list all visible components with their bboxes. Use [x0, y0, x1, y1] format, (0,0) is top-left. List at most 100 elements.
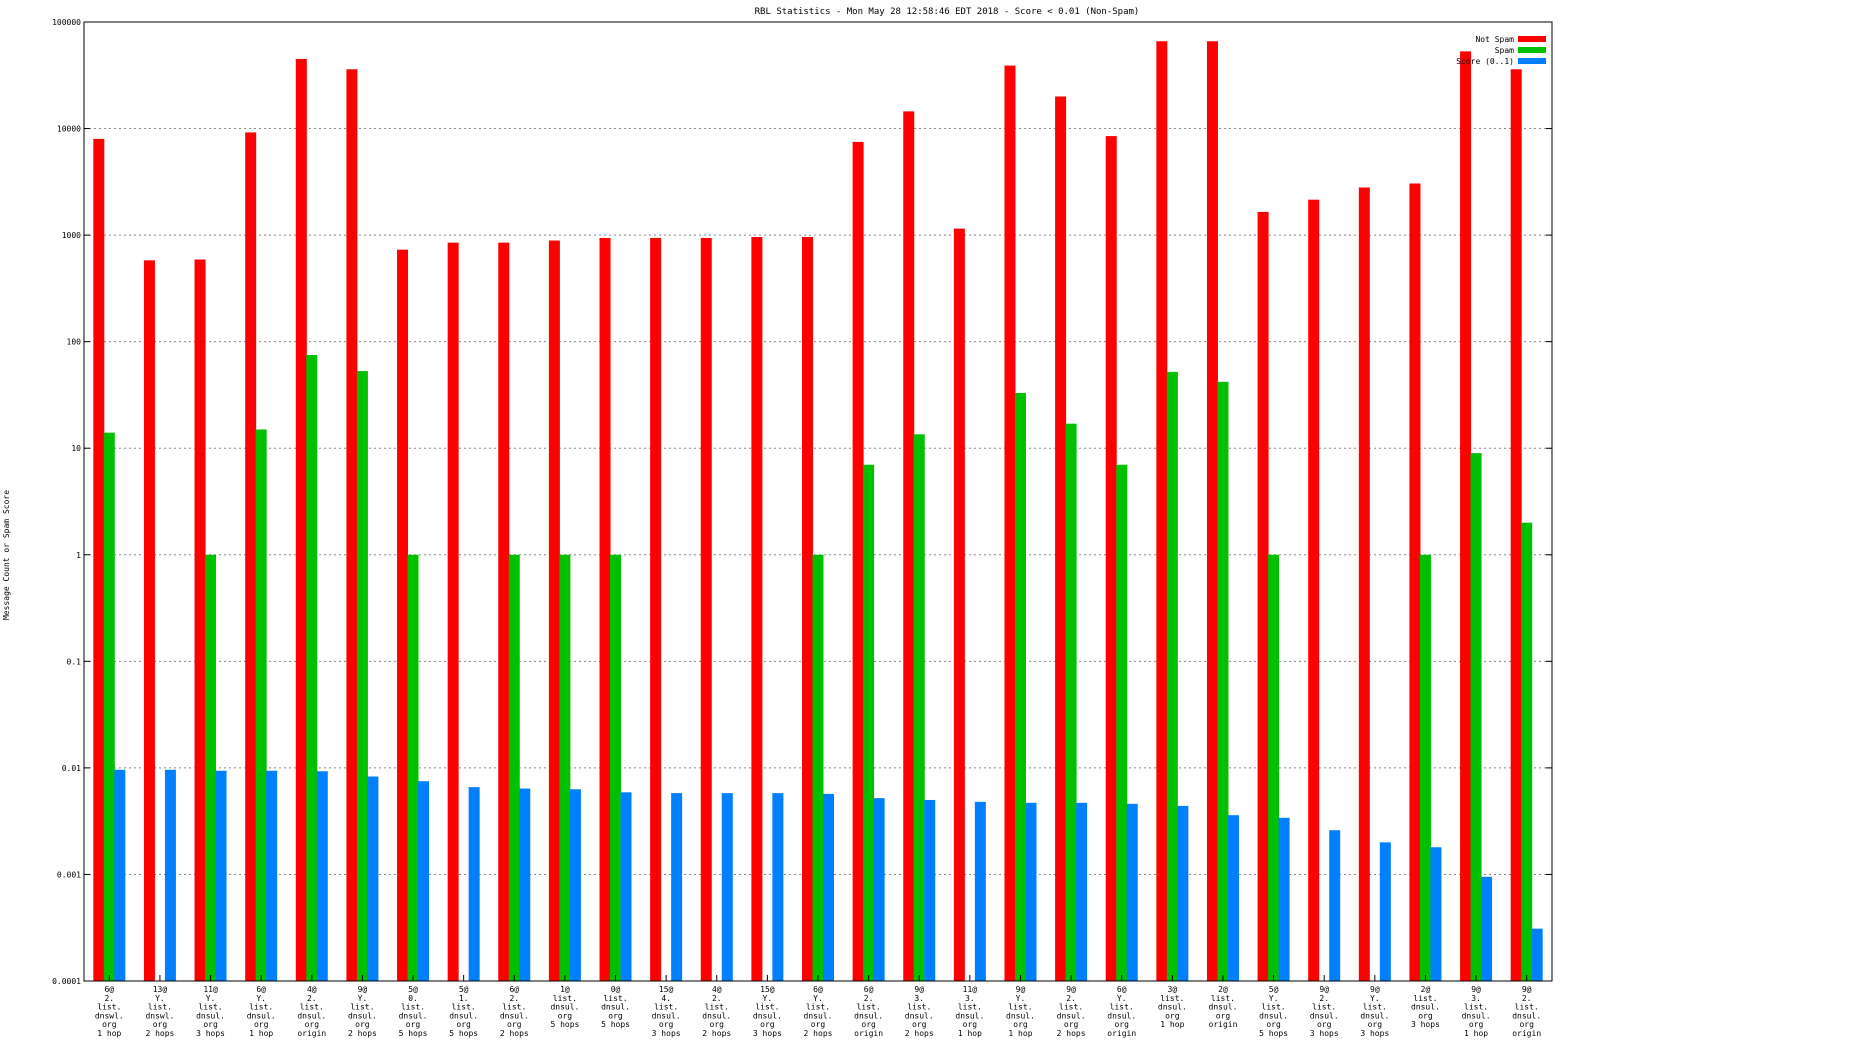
- bar-score-0-1-2: [164, 769, 176, 981]
- bar-score-0-1-16: [873, 798, 885, 981]
- bar-spam-27: [1419, 554, 1431, 981]
- bar-not-spam-24: [1257, 211, 1269, 981]
- y-tick-label: 100000: [52, 18, 81, 27]
- x-category-label: 9@ 2. list. dnsul. org 2 hops: [1057, 985, 1086, 1038]
- chart-title: RBL Statistics - Mon May 28 12:58:46 EDT…: [755, 7, 1140, 17]
- bar-not-spam-16: [852, 141, 864, 981]
- bar-spam-3: [205, 554, 217, 981]
- y-tick-label: 10000: [57, 125, 81, 134]
- bar-not-spam-27: [1409, 183, 1421, 981]
- x-category-label: 1@ list. dnsul. org 5 hops: [550, 985, 579, 1029]
- y-tick-label: 0.1: [67, 657, 82, 666]
- bar-spam-29: [1521, 522, 1533, 981]
- bar-not-spam-12: [650, 237, 662, 981]
- bar-score-0-1-28: [1481, 876, 1493, 981]
- bar-not-spam-4: [245, 132, 257, 981]
- x-axis-category-labels: 6@ 2. list. dnswl. org 1 hop 13@ Y. list. dnswl. o…: [95, 975, 1541, 1038]
- bar-score-0-1-26: [1379, 842, 1391, 981]
- bar-score-0-1-13: [721, 793, 733, 981]
- legend-label: Score (0..1): [1456, 57, 1514, 66]
- y-tick-label: 0.0001: [52, 977, 81, 986]
- bar-not-spam-20: [1055, 96, 1067, 982]
- x-category-label: 3@ list. dnsul. org 1 hop: [1158, 985, 1187, 1029]
- bar-score-0-1-6: [367, 776, 379, 981]
- x-category-label: 9@ 3. list. dnsul. org 1 hop: [1462, 985, 1491, 1038]
- y-tick-label: 100: [67, 338, 82, 347]
- bar-spam-10: [559, 554, 571, 981]
- bar-not-spam-17: [903, 111, 915, 981]
- y-tick-label: 1000: [62, 231, 81, 240]
- bar-score-0-1-10: [569, 789, 581, 981]
- bar-not-spam-5: [295, 58, 307, 981]
- bar-score-0-1-17: [924, 799, 936, 981]
- bar-spam-21: [1116, 464, 1128, 981]
- bar-score-0-1-21: [1126, 803, 1138, 981]
- bar-not-spam-10: [548, 240, 560, 981]
- bar-not-spam-2: [143, 260, 155, 981]
- y-tick-label: 0.01: [62, 764, 81, 773]
- bar-score-0-1-25: [1329, 830, 1341, 981]
- bar-spam-28: [1470, 453, 1482, 982]
- x-category-label: 4@ 2. list. dnsul. org 2 hops: [702, 985, 731, 1038]
- bar-spam-20: [1065, 423, 1077, 981]
- bar-score-0-1-9: [519, 788, 531, 981]
- bar-score-0-1-22: [1177, 805, 1189, 981]
- x-category-label: 9@ Y. list. dnsul. org 1 hop: [1006, 985, 1035, 1038]
- bar-score-0-1-20: [1076, 802, 1088, 981]
- bar-not-spam-25: [1308, 199, 1320, 982]
- bar-score-0-1-12: [671, 793, 683, 981]
- bar-not-spam-3: [194, 259, 206, 982]
- bar-spam-23: [1217, 381, 1229, 982]
- bar-not-spam-18: [953, 228, 965, 981]
- bar-not-spam-14: [751, 237, 763, 981]
- bar-spam-6: [356, 371, 368, 981]
- bar-spam-4: [255, 429, 267, 981]
- bar-score-0-1-27: [1430, 847, 1442, 981]
- y-axis-label: Message Count or Spam Score: [2, 490, 11, 620]
- bar-spam-9: [508, 554, 520, 981]
- x-category-label: 13@ Y. list. dnswl. org 2 hops: [145, 985, 174, 1038]
- bar-spam-15: [812, 554, 824, 981]
- bar-not-spam-15: [802, 237, 813, 981]
- bar-score-0-1-15: [823, 793, 834, 981]
- bar-spam-11: [610, 554, 622, 981]
- bar-score-0-1-4: [266, 770, 278, 981]
- legend-swatch: [1518, 58, 1546, 64]
- bar-score-0-1-23: [1227, 815, 1239, 981]
- bar-not-spam-13: [700, 237, 712, 981]
- x-category-label: 11@ 3. list. dnsul. org 1 hop: [955, 985, 984, 1038]
- legend: Not Spam Spam Score (0..1): [1456, 35, 1546, 66]
- bar-score-0-1-14: [772, 793, 784, 981]
- x-category-label: 9@ Y. list. dnsul. org 3 hops: [1360, 985, 1389, 1038]
- bar-not-spam-11: [599, 237, 611, 981]
- bar-not-spam-9: [498, 242, 510, 982]
- x-category-label: 6@ 2. list. dnsul. org 2 hops: [500, 985, 529, 1038]
- x-category-label: 6@ Y. list. dnsul. org 2 hops: [804, 985, 833, 1038]
- y-tick-label: 10: [71, 444, 81, 453]
- bar-spam-24: [1268, 554, 1280, 981]
- x-category-label: 6@ 2. list. dnswl. org 1 hop: [95, 985, 124, 1038]
- x-category-label: 6@ Y. list. dnsul. org origin: [1107, 985, 1136, 1038]
- bar-not-spam-22: [1156, 41, 1168, 982]
- x-category-label: 11@ Y. list. dnsul. org 3 hops: [196, 985, 225, 1038]
- y-tick-label: 0.001: [57, 870, 81, 879]
- bar-score-0-1-1: [114, 769, 126, 981]
- x-category-label: 15@ 4. list. dnsul. org 3 hops: [652, 985, 681, 1038]
- x-category-label: 5@ 0. list. dnsul. org 5 hops: [399, 985, 428, 1038]
- bar-spam-17: [913, 434, 925, 981]
- bar-spam-16: [863, 464, 875, 981]
- bar-not-spam-23: [1206, 41, 1218, 982]
- bar-not-spam-6: [346, 69, 358, 981]
- bar-not-spam-1: [93, 138, 105, 982]
- x-category-label: 6@ 2. list. dnsul. org origin: [854, 985, 883, 1038]
- y-tick-label: 1: [76, 551, 81, 560]
- bar-not-spam-7: [397, 249, 409, 982]
- x-category-label: 0@ list. dnsul. org 5 hops: [601, 985, 630, 1029]
- legend-label: Not Spam: [1475, 35, 1514, 44]
- bar-score-0-1-5: [316, 771, 328, 981]
- x-category-label: 15@ Y. list. dnsul. org 3 hops: [753, 985, 782, 1038]
- bar-score-0-1-11: [620, 792, 632, 981]
- bar-score-0-1-8: [468, 787, 480, 981]
- legend-swatch: [1518, 36, 1546, 42]
